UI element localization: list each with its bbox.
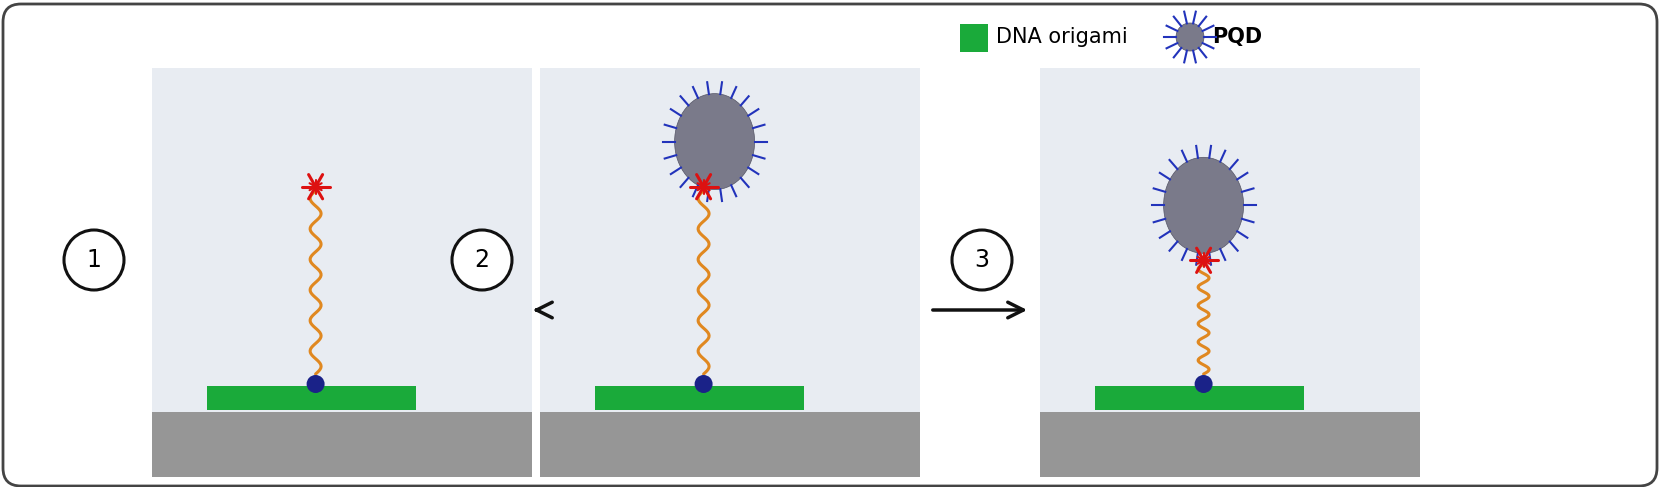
FancyBboxPatch shape <box>3 4 1657 486</box>
Circle shape <box>1195 375 1212 393</box>
Bar <box>540 412 920 477</box>
Text: 1: 1 <box>86 248 101 272</box>
Bar <box>1041 68 1419 477</box>
Circle shape <box>951 230 1013 290</box>
Bar <box>1096 386 1305 410</box>
Circle shape <box>452 230 511 290</box>
Bar <box>540 68 920 477</box>
Ellipse shape <box>674 94 755 189</box>
Circle shape <box>307 375 325 393</box>
Circle shape <box>694 375 712 393</box>
Bar <box>153 68 531 477</box>
Text: 2: 2 <box>475 248 490 272</box>
Bar <box>594 386 803 410</box>
Text: 3: 3 <box>974 248 989 272</box>
Bar <box>1041 412 1419 477</box>
Ellipse shape <box>1175 23 1204 51</box>
Bar <box>153 412 531 477</box>
Bar <box>208 386 417 410</box>
Ellipse shape <box>1164 157 1243 253</box>
Bar <box>959 24 988 52</box>
Text: DNA origami: DNA origami <box>996 27 1127 47</box>
Circle shape <box>65 230 124 290</box>
Text: PQD: PQD <box>1212 27 1262 47</box>
